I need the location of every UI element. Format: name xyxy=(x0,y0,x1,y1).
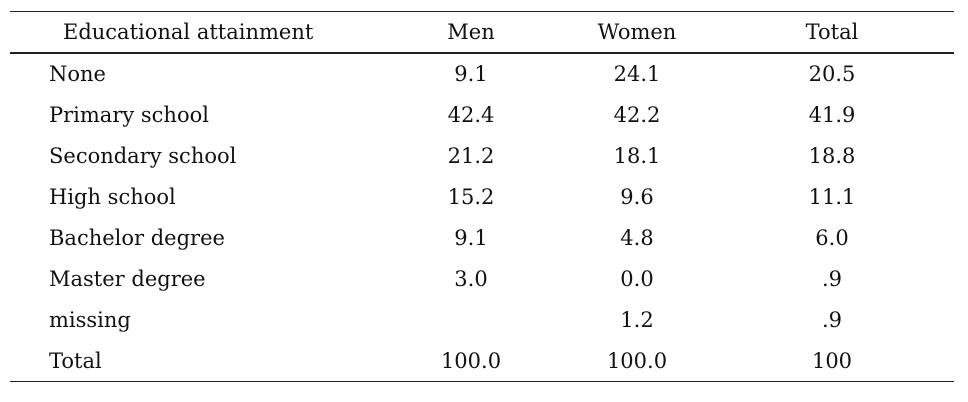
header-men: Men xyxy=(447,20,495,44)
header-total: Total xyxy=(805,20,859,44)
cell-total: 6.0 xyxy=(815,225,849,250)
table-row: Primary school 42.4 42.2 41.9 xyxy=(10,94,954,135)
cell-women: 18.1 xyxy=(613,143,661,168)
cell-men: 15.2 xyxy=(447,184,495,209)
row-label: None xyxy=(49,62,106,86)
cell-women: 100.0 xyxy=(606,348,668,373)
cell-women: 1.2 xyxy=(620,307,654,332)
cell-men: 42.4 xyxy=(447,102,495,127)
table-row: Bachelor degree 9.1 4.8 6.0 xyxy=(10,217,954,258)
cell-total: 41.9 xyxy=(808,102,856,127)
cell-men: 100.0 xyxy=(440,348,502,373)
row-label: Primary school xyxy=(49,102,209,127)
table-row-total: Total 100.0 100.0 100 xyxy=(10,340,954,382)
table-row: Secondary school 21.2 18.1 18.8 xyxy=(10,135,954,176)
table-row: High school 15.2 9.6 11.1 xyxy=(10,176,954,217)
row-label: Total xyxy=(49,348,102,373)
cell-total: .9 xyxy=(821,266,843,291)
cell-total: 11.1 xyxy=(808,184,856,209)
row-label: High school xyxy=(49,184,176,209)
row-label: missing xyxy=(49,307,131,332)
cell-men: 9.1 xyxy=(454,62,488,86)
cell-women: 9.6 xyxy=(620,184,654,209)
cell-total: 100 xyxy=(811,348,853,373)
table-row: None 9.1 24.1 20.5 xyxy=(10,53,954,94)
cell-total: .9 xyxy=(821,307,843,332)
cell-women: 24.1 xyxy=(613,62,661,86)
header-women: Women xyxy=(597,20,677,44)
table-row: Master degree 3.0 0.0 .9 xyxy=(10,258,954,299)
cell-women: 4.8 xyxy=(620,225,654,250)
education-table-container: Educational attainment Men Women Total N… xyxy=(10,11,954,382)
table-body: None 9.1 24.1 20.5 Primary school 42.4 4… xyxy=(10,53,954,382)
cell-men: 3.0 xyxy=(454,266,488,291)
education-table: Educational attainment Men Women Total N… xyxy=(10,11,954,382)
row-label: Master degree xyxy=(49,266,206,291)
header-educational-attainment: Educational attainment xyxy=(63,20,314,44)
row-label: Bachelor degree xyxy=(49,225,225,250)
row-label: Secondary school xyxy=(49,143,237,168)
cell-women: 42.2 xyxy=(613,102,661,127)
cell-women: 0.0 xyxy=(620,266,654,291)
cell-men xyxy=(378,299,564,340)
cell-total: 18.8 xyxy=(808,143,856,168)
cell-men: 9.1 xyxy=(454,225,488,250)
cell-men: 21.2 xyxy=(447,143,495,168)
header-row: Educational attainment Men Women Total xyxy=(10,11,954,53)
table-header: Educational attainment Men Women Total xyxy=(10,11,954,53)
cell-total: 20.5 xyxy=(808,62,856,86)
table-row: missing 1.2 .9 xyxy=(10,299,954,340)
